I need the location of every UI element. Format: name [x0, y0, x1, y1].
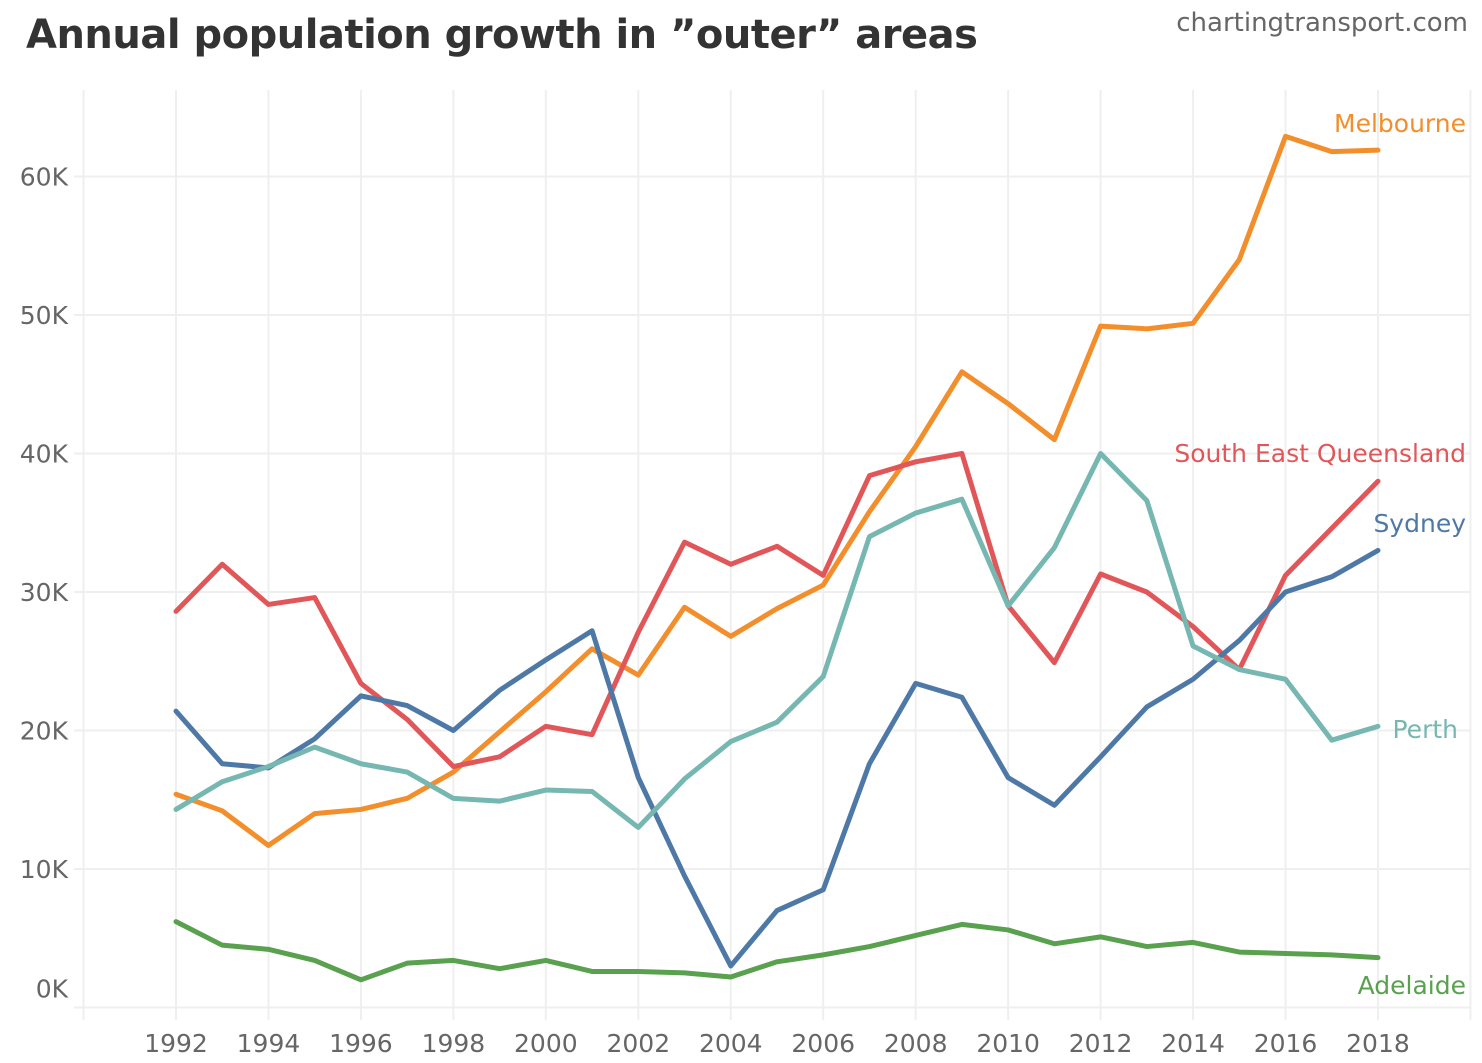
x-tick-label: 2008: [884, 1029, 948, 1058]
x-tick-label: 1996: [329, 1029, 393, 1058]
y-tick-label: 20K: [20, 717, 69, 746]
series-label: South East Queensland: [1174, 439, 1466, 468]
y-tick-label: 30K: [20, 578, 69, 607]
y-tick-label: 10K: [20, 855, 69, 884]
x-tick-label: 2002: [606, 1029, 670, 1058]
x-tick-label: 2014: [1161, 1029, 1225, 1058]
series-label: Adelaide: [1358, 971, 1466, 1000]
x-tick-label: 2000: [514, 1029, 578, 1058]
series-line-sydney: [173, 547, 1381, 969]
x-tick-label: 2006: [791, 1029, 855, 1058]
x-tick-label: 2012: [1069, 1029, 1133, 1058]
x-tick-label: 2010: [976, 1029, 1040, 1058]
series-label: Perth: [1393, 715, 1459, 744]
series-line-perth: [173, 451, 1381, 830]
x-tick-label: 2016: [1254, 1029, 1318, 1058]
x-tick-label: 1994: [237, 1029, 301, 1058]
series-line-melbourne: [173, 133, 1381, 848]
x-tick-label: 1992: [144, 1029, 208, 1058]
y-tick-label: 50K: [20, 301, 69, 330]
series-label: Melbourne: [1334, 109, 1466, 138]
y-tick-label: 60K: [20, 163, 69, 192]
y-tick-label: 0K: [36, 975, 69, 1004]
x-tick-label: 2018: [1346, 1029, 1410, 1058]
x-tick-label: 2004: [699, 1029, 763, 1058]
source-credit: chartingtransport.com: [1176, 8, 1468, 38]
y-tick-label: 40K: [20, 440, 69, 469]
series-line-adelaide: [173, 919, 1381, 983]
series-label: Sydney: [1373, 509, 1466, 538]
chart-title: Annual population growth in ”outer” area…: [26, 12, 978, 58]
x-tick-label: 1998: [422, 1029, 486, 1058]
